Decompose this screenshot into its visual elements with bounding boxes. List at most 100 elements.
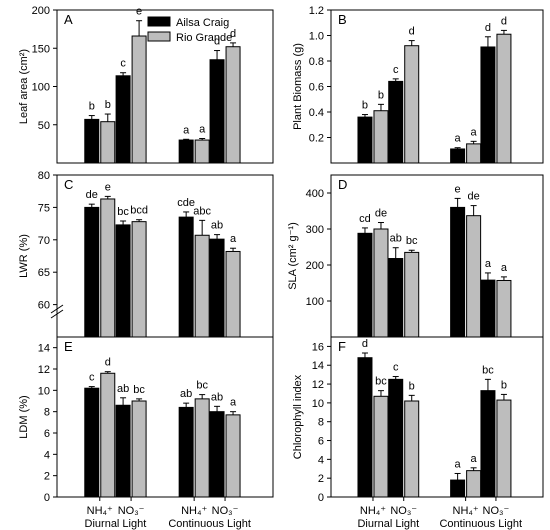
y-tick-label: 300 <box>306 224 324 236</box>
y-tick-label: 2 <box>44 471 50 483</box>
significance-letter: ab <box>390 233 402 245</box>
y-tick-label: 8 <box>318 417 324 429</box>
bar-rio-grande <box>496 399 512 498</box>
significance-letter: bc <box>117 206 129 218</box>
bar-rio-grande <box>194 234 210 338</box>
y-tick-label: 10 <box>38 385 50 397</box>
y-tick-label: 1.2 <box>309 5 324 17</box>
y-tick-label: 6 <box>318 436 324 448</box>
x-group-label: Diurnal Light <box>357 518 419 530</box>
significance-letter: b <box>89 101 95 113</box>
y-tick-label: 8 <box>44 407 50 419</box>
y-tick-label: 150 <box>32 43 50 55</box>
significance-letter: a <box>230 397 237 409</box>
significance-letter: ab <box>117 383 129 395</box>
bar-ailsa-craig <box>450 479 466 498</box>
panel-letter: D <box>338 177 347 192</box>
significance-letter: cd <box>359 213 371 225</box>
x-tick-label: NO₃⁻ <box>483 505 510 517</box>
bar-ailsa-craig <box>480 390 496 498</box>
significance-letter: b <box>362 100 368 112</box>
bar-ailsa-craig <box>115 224 131 338</box>
bar-rio-grande <box>100 372 116 498</box>
bar-rio-grande <box>404 400 420 498</box>
x-tick-label: NO₃⁻ <box>212 505 239 517</box>
bar-ailsa-craig <box>115 75 131 164</box>
y-tick-label: 80 <box>38 170 50 182</box>
x-group-label: Diurnal Light <box>85 518 147 530</box>
bar-rio-grande <box>404 251 420 338</box>
legend-swatch <box>147 16 171 27</box>
panel-b: 0.2 0.4 0.6 0.8 1.0 1.2 Plant Biomass (g) Bb c a d… <box>292 5 544 164</box>
significance-letter: a <box>455 458 462 470</box>
y-tick-label: 70 <box>38 235 50 247</box>
bar-ailsa-craig <box>357 232 373 338</box>
significance-letter: d <box>501 15 507 27</box>
significance-letter: b <box>409 380 415 392</box>
y-tick-label: 1.0 <box>309 31 324 43</box>
x-tick-label: NH₄⁺ <box>453 505 479 517</box>
panel-e: 0 2 4 6 8 10 12 14 LDM (%) Ec ab ab ab d bc bc a NH₄⁺ NO₃⁻… <box>18 336 274 530</box>
x-tick-label: NO₃⁻ <box>390 505 417 517</box>
significance-letter: d <box>214 36 220 48</box>
x-group-label: Continuous Light <box>439 518 522 530</box>
panel-a: 50 100 150 200 Leaf area (cm²) Ab c a d b e a d <box>18 5 274 164</box>
y-axis-label: LDM (%) <box>18 395 30 438</box>
y-tick-label: 100 <box>32 82 50 94</box>
significance-letter: c <box>393 362 399 374</box>
y-tick-label: 10 <box>312 398 324 410</box>
legend-swatch <box>147 31 171 42</box>
significance-letter: a <box>199 124 206 136</box>
bar-ailsa-craig <box>480 279 496 338</box>
bar-ailsa-craig <box>388 378 404 498</box>
bar-rio-grande <box>496 33 512 164</box>
significance-letter: c <box>89 372 95 384</box>
bar-rio-grande <box>373 395 389 498</box>
legend: Ailsa Craig Rio Grande <box>147 16 232 44</box>
significance-letter: e <box>105 181 111 193</box>
bar-ailsa-craig <box>178 406 194 498</box>
y-tick-label: 14 <box>312 360 324 372</box>
y-tick-label: 4 <box>318 454 324 466</box>
significance-letter: ab <box>211 391 223 403</box>
bar-ailsa-craig <box>357 116 373 164</box>
panel-frame <box>330 336 544 498</box>
bar-ailsa-craig <box>178 216 194 338</box>
significance-letter: d <box>485 22 491 34</box>
x-tick-label: NH₄⁺ <box>87 505 113 517</box>
y-axis-label: SLA (cm² g⁻¹) <box>287 222 299 290</box>
bar-ailsa-craig <box>388 258 404 338</box>
axis-break-mark <box>50 309 64 319</box>
y-tick-label: 0.8 <box>309 56 324 68</box>
bar-ailsa-craig <box>450 206 466 338</box>
significance-letter: a <box>485 258 492 270</box>
y-tick-label: 75 <box>38 202 50 214</box>
bar-ailsa-craig <box>450 148 466 164</box>
significance-letter: de <box>375 208 387 220</box>
significance-letter: c <box>393 64 399 76</box>
legend-label: Rio Grande <box>176 32 232 44</box>
panel-letter: A <box>64 12 73 27</box>
significance-letter: b <box>501 379 507 391</box>
bar-rio-grande <box>466 470 482 498</box>
y-tick-label: 0.6 <box>309 82 324 94</box>
significance-letter: bc <box>375 376 387 388</box>
y-tick-label: 16 <box>312 341 324 353</box>
significance-letter: a <box>471 126 478 138</box>
significance-letter: d <box>409 26 415 38</box>
bar-rio-grande <box>194 398 210 498</box>
y-tick-label: 50 <box>38 120 50 132</box>
panel-d: 100 200 300 400 SLA (cm² g⁻¹) Dcd ab e a de bc de a <box>287 174 544 338</box>
y-tick-label: 6 <box>44 428 50 440</box>
y-tick-label: 0 <box>318 492 324 504</box>
bar-rio-grande <box>131 400 147 498</box>
x-tick-label: NH₄⁺ <box>181 505 207 517</box>
bar-rio-grande <box>100 121 116 164</box>
bar-rio-grande <box>373 228 389 338</box>
significance-letter: a <box>501 262 508 274</box>
significance-letter: a <box>471 453 478 465</box>
bar-ailsa-craig <box>209 411 225 498</box>
bar-ailsa-craig <box>480 46 496 164</box>
